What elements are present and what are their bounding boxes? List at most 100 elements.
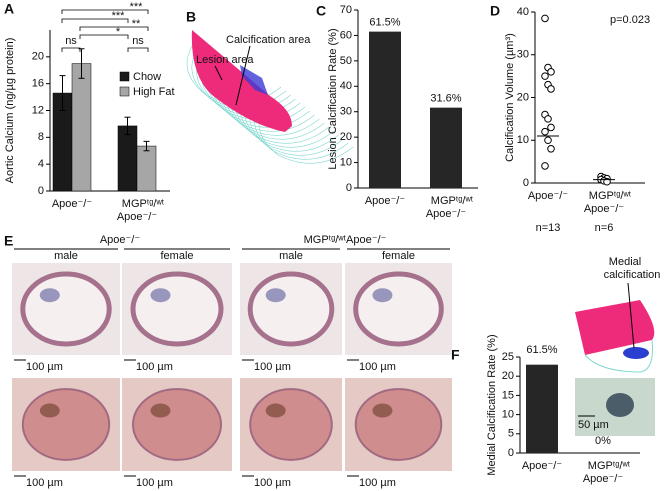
scale-label: 50 µm [578, 419, 609, 431]
bracket [127, 47, 149, 52]
tissue [372, 288, 393, 303]
scale-label: 100 µm [254, 477, 291, 489]
group-title: Apoe⁻/⁻ [100, 234, 141, 246]
panel-letter: F [451, 347, 460, 363]
bar [430, 107, 462, 188]
y-tick-label: 20 [340, 131, 352, 143]
point [541, 14, 549, 23]
tissue [20, 271, 112, 347]
scale-label: 100 µm [26, 477, 63, 489]
point [547, 145, 555, 153]
y-axis-label: Aortic Calcium (ng/µg protein) [4, 38, 16, 184]
point [544, 136, 552, 145]
x-tick-label: Apoe⁻/⁻ [426, 208, 467, 220]
x-tick-label: MGPᵗᵍ/ʷᵗ [588, 460, 631, 472]
x-tick-label: Apoe⁻/⁻ [52, 198, 93, 210]
legend-swatch [119, 86, 130, 97]
x-tick-label: Apoe⁻/⁻ [365, 195, 406, 207]
scale-label: 100 µm [136, 477, 173, 489]
y-tick-label: 30 [340, 106, 352, 118]
tissue [265, 403, 286, 418]
vessel-wall [584, 339, 653, 373]
tissue [353, 271, 444, 347]
x-tick-label: MGPᵗᵍ/ʷᵗ [122, 198, 165, 210]
y-axis-label: Calcification Volume (µm³) [504, 33, 516, 162]
n-label: n=6 [595, 222, 614, 234]
legend-label: High Fat [133, 86, 175, 98]
pointer [214, 65, 223, 81]
bracket [61, 18, 129, 23]
y-tick-label: 10 [517, 134, 529, 146]
point [547, 123, 555, 132]
y-tick-label: 0 [508, 447, 514, 459]
sex-label: female [160, 250, 193, 262]
y-tick-label: 4 [38, 158, 44, 170]
significance: ns [65, 35, 77, 47]
annotation: p=0.023 [610, 14, 650, 26]
bar [71, 63, 92, 192]
y-tick-label: 5 [508, 428, 514, 440]
scale-label: 100 µm [359, 361, 396, 373]
x-tick-label: Apoe⁻/⁻ [528, 190, 569, 202]
medial-calcification [623, 347, 649, 359]
tissue [372, 403, 393, 418]
annotation: 0% [595, 435, 611, 447]
point [541, 162, 549, 170]
panel-letter: A [4, 1, 14, 17]
y-tick-label: 30 [517, 49, 529, 61]
tissue [354, 388, 443, 461]
y-tick-label: 0 [346, 182, 352, 194]
y-tick-label: 10 [502, 409, 514, 421]
value-label: 31.6% [430, 93, 461, 105]
pointer [627, 282, 635, 349]
tissue [249, 388, 333, 461]
significance: ** [132, 18, 141, 30]
diagram-label: Calcification area [226, 34, 311, 46]
tissue [39, 403, 60, 418]
y-tick-label: 8 [38, 131, 44, 143]
tissue [132, 388, 222, 461]
x-tick-label: Apoe⁻/⁻ [117, 211, 158, 223]
panel-letter: D [490, 3, 500, 19]
bar [369, 31, 401, 188]
y-tick-label: 16 [32, 78, 44, 90]
legend-label: Chow [133, 71, 161, 83]
x-tick-label: MGPᵗᵍ/ʷᵗ [589, 190, 632, 202]
panel-letter: B [186, 9, 196, 25]
vessel-diagram [575, 300, 655, 355]
point [547, 68, 555, 76]
bracket [79, 26, 149, 31]
significance: ns [132, 35, 144, 47]
sex-label: male [54, 250, 78, 262]
bar [526, 364, 558, 453]
diagram-label: Lesion area [196, 54, 254, 66]
y-tick-label: 0 [523, 177, 529, 189]
bracket [79, 34, 129, 39]
panel-letter: C [316, 3, 326, 19]
scale-label: 100 µm [254, 361, 291, 373]
y-tick-label: 20 [502, 370, 514, 382]
point [547, 85, 555, 93]
scale-label: 100 µm [26, 361, 63, 373]
point [541, 72, 549, 80]
y-axis-label: Medial Calcification Rate (%) [486, 334, 498, 475]
x-tick-label: Apoe⁻/⁻ [522, 460, 563, 472]
y-tick-label: 60 [340, 29, 352, 41]
y-tick-label: 25 [502, 351, 514, 363]
y-tick-label: 12 [32, 104, 44, 116]
inset-label: calcification [604, 269, 661, 281]
tissue [21, 388, 111, 461]
significance: *** [112, 10, 126, 22]
annotation: 61.5% [526, 344, 557, 356]
pointer [235, 45, 251, 106]
y-tick-label: 20 [32, 51, 44, 63]
legend-swatch [119, 71, 130, 82]
tissue [130, 271, 224, 347]
tissue [150, 403, 171, 418]
significance: *** [130, 1, 144, 13]
value-label: 61.5% [369, 17, 400, 29]
x-tick-label: MGPᵗᵍ/ʷᵗ [431, 195, 474, 207]
y-tick-label: 50 [340, 55, 352, 67]
sex-label: male [279, 250, 303, 262]
